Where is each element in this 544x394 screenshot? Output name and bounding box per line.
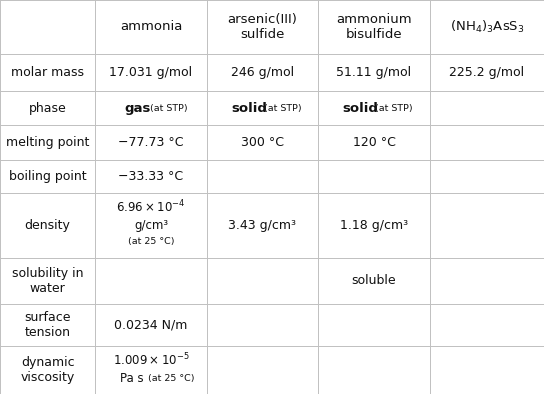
Text: −77.73 °C: −77.73 °C xyxy=(118,136,184,149)
Text: 0.0234 N/m: 0.0234 N/m xyxy=(114,318,188,331)
Text: $1.009\times10^{-5}$: $1.009\times10^{-5}$ xyxy=(113,352,189,368)
Text: arsenic(III)
sulfide: arsenic(III) sulfide xyxy=(227,13,298,41)
Text: soluble: soluble xyxy=(351,274,397,287)
Text: surface
tension: surface tension xyxy=(24,310,71,338)
Text: gas: gas xyxy=(125,102,151,115)
Text: boiling point: boiling point xyxy=(9,170,86,183)
Text: solid: solid xyxy=(231,102,267,115)
Text: density: density xyxy=(24,219,71,232)
Text: 17.031 g/mol: 17.031 g/mol xyxy=(109,66,193,79)
Text: (at 25 °C): (at 25 °C) xyxy=(128,238,174,246)
Text: $6.96\times10^{-4}$: $6.96\times10^{-4}$ xyxy=(116,199,186,216)
Text: dynamic
viscosity: dynamic viscosity xyxy=(21,356,75,384)
Text: 1.18 g/cm³: 1.18 g/cm³ xyxy=(340,219,408,232)
Text: (at STP): (at STP) xyxy=(375,104,413,113)
Text: 3.43 g/cm³: 3.43 g/cm³ xyxy=(228,219,296,232)
Text: phase: phase xyxy=(29,102,66,115)
Text: (at STP): (at STP) xyxy=(264,104,301,113)
Text: (at 25 °C): (at 25 °C) xyxy=(148,374,194,383)
Text: molar mass: molar mass xyxy=(11,66,84,79)
Text: g/cm³: g/cm³ xyxy=(134,219,168,232)
Text: ammonium
bisulfide: ammonium bisulfide xyxy=(336,13,412,41)
Text: 300 °C: 300 °C xyxy=(241,136,284,149)
Text: (at STP): (at STP) xyxy=(150,104,188,113)
Text: $\mathrm{(NH_4)_3AsS_3}$: $\mathrm{(NH_4)_3AsS_3}$ xyxy=(449,19,524,35)
Text: 225.2 g/mol: 225.2 g/mol xyxy=(449,66,524,79)
Text: 120 °C: 120 °C xyxy=(353,136,395,149)
Text: solubility in
water: solubility in water xyxy=(12,267,83,295)
Text: solid: solid xyxy=(343,102,379,115)
Text: Pa s: Pa s xyxy=(120,372,144,385)
Text: 246 g/mol: 246 g/mol xyxy=(231,66,294,79)
Text: −33.33 °C: −33.33 °C xyxy=(119,170,183,183)
Text: melting point: melting point xyxy=(6,136,89,149)
Text: 51.11 g/mol: 51.11 g/mol xyxy=(336,66,412,79)
Text: ammonia: ammonia xyxy=(120,20,182,33)
